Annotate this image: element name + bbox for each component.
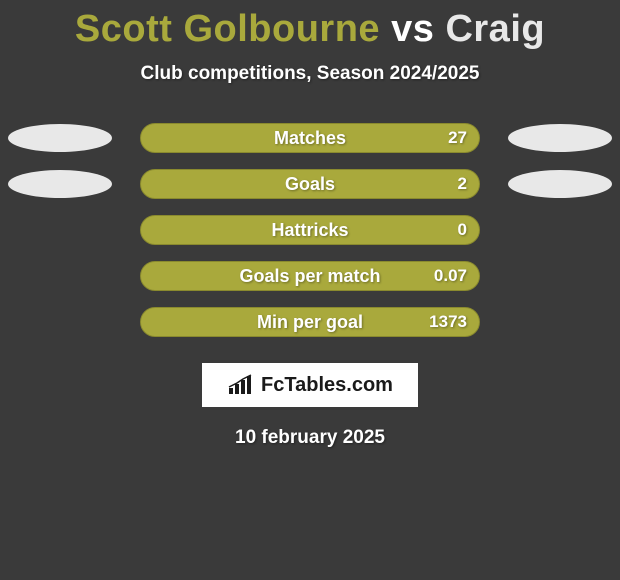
stat-row: Goals per match 0.07: [0, 253, 620, 299]
stat-value-right: 2: [458, 174, 467, 194]
player1-ellipse: [8, 124, 112, 152]
player2-ellipse: [508, 124, 612, 152]
stat-row: Matches 27: [0, 115, 620, 161]
comparison-infographic: Scott Golbourne vs Craig Club competitio…: [0, 0, 620, 449]
player1-ellipse: [8, 170, 112, 198]
stat-label: Hattricks: [271, 220, 348, 241]
stat-bar: Goals 2: [140, 169, 480, 199]
date-label: 10 february 2025: [0, 427, 620, 449]
logo-box: FcTables.com: [202, 363, 418, 407]
stat-label: Matches: [274, 128, 346, 149]
page-title: Scott Golbourne vs Craig: [0, 8, 620, 51]
stat-value-right: 0: [458, 220, 467, 240]
stat-label: Goals per match: [239, 266, 380, 287]
stat-row: Goals 2: [0, 161, 620, 207]
stat-label: Goals: [285, 174, 335, 195]
stat-bar: Goals per match 0.07: [140, 261, 480, 291]
stat-row: Min per goal 1373: [0, 299, 620, 345]
stat-bar: Hattricks 0: [140, 215, 480, 245]
title-vs: vs: [391, 8, 434, 50]
stat-value-right: 1373: [429, 312, 467, 332]
stat-label: Min per goal: [257, 312, 363, 333]
stat-row: Hattricks 0: [0, 207, 620, 253]
player1-name: Scott Golbourne: [75, 8, 380, 50]
stat-value-right: 0.07: [434, 266, 467, 286]
stat-bar: Matches 27: [140, 123, 480, 153]
player2-ellipse: [508, 170, 612, 198]
player2-name: Craig: [445, 8, 545, 50]
bar-chart-icon: [227, 374, 255, 396]
subtitle: Club competitions, Season 2024/2025: [0, 63, 620, 85]
stat-bar: Min per goal 1373: [140, 307, 480, 337]
stat-value-right: 27: [448, 128, 467, 148]
logo-text: FcTables.com: [261, 374, 393, 397]
stats-rows: Matches 27 Goals 2 Hattricks 0 Goals per match…: [0, 115, 620, 345]
